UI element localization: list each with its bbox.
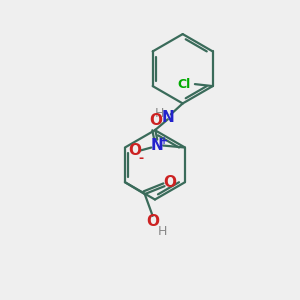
Text: O: O: [146, 214, 159, 229]
Text: O: O: [128, 143, 141, 158]
Text: N: N: [151, 138, 164, 153]
Text: O: O: [163, 175, 176, 190]
Text: +: +: [160, 136, 168, 146]
Text: Cl: Cl: [178, 78, 191, 91]
Text: H: H: [158, 225, 167, 238]
Text: N: N: [161, 110, 174, 125]
Text: O: O: [149, 113, 162, 128]
Text: H: H: [155, 107, 165, 120]
Text: -: -: [139, 152, 144, 165]
